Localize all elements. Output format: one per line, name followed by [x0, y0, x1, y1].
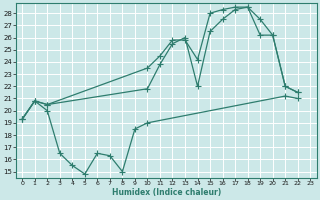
X-axis label: Humidex (Indice chaleur): Humidex (Indice chaleur): [112, 188, 221, 197]
